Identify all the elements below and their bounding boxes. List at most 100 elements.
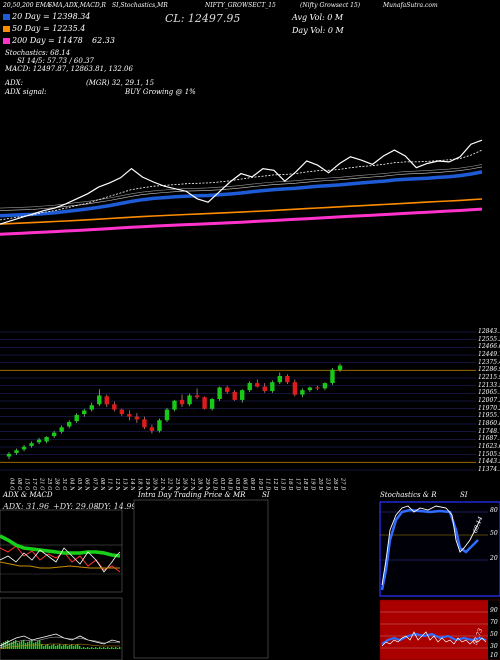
- macd-label: MACD: 12497.87, 12863.81, 132.06: [5, 65, 133, 73]
- macd-bar: [79, 646, 81, 649]
- candle-body: [300, 390, 305, 395]
- candle-body: [232, 391, 237, 400]
- candle-body: [44, 437, 49, 442]
- date-label: 02 Dec: [212, 478, 218, 490]
- rsi-label: SI 14/5: 57.73 / 60.37: [17, 57, 94, 65]
- rsi-scale-50: 50: [490, 631, 498, 638]
- candle-body: [315, 387, 320, 389]
- macd-bar: [95, 647, 97, 649]
- macd-bar: [17, 643, 19, 649]
- macd-bar: [85, 648, 87, 649]
- macd-bar: [67, 646, 69, 649]
- candle-body: [89, 405, 94, 410]
- macd-bar: [57, 645, 59, 649]
- candle-body: [292, 382, 298, 395]
- macd-bar: [73, 646, 75, 649]
- rsi-line-blue: [381, 632, 487, 645]
- macd-zero-line: [0, 643, 120, 650]
- price-level-label: 12215.93: [478, 374, 500, 381]
- price-level-label: 12375.43: [478, 358, 500, 366]
- date-label: 04 Nov: [69, 478, 75, 490]
- date-label: 19 Nov: [144, 478, 150, 490]
- ema20-swatch: [3, 14, 10, 20]
- macd-bar: [35, 642, 37, 649]
- date-label: 04 Oct: [9, 478, 15, 490]
- intraday-title: Intra Day Trading Price & MR: [138, 491, 246, 499]
- close-price-line: [0, 139, 483, 225]
- macd-bar: [47, 644, 49, 649]
- macd-bar: [29, 641, 31, 649]
- candle-body: [119, 409, 125, 415]
- candle-body: [142, 419, 147, 428]
- macd-bar: [15, 640, 17, 649]
- macd-bar: [87, 647, 89, 649]
- adx-values: (MGR) 32, 29.1, 15: [86, 79, 155, 87]
- date-label: 19 Dec: [309, 478, 315, 490]
- macd-bar: [13, 641, 15, 649]
- candle-body: [247, 383, 252, 391]
- candle-body: [6, 453, 12, 457]
- price-level-label: 11955.73: [478, 412, 500, 420]
- price-level-label: 11860.85: [478, 420, 500, 427]
- price-level-label: 11687.1: [478, 435, 500, 443]
- intraday-si: SI: [262, 491, 270, 499]
- macd-bar: [39, 640, 41, 649]
- price-level-label: 11443.55: [478, 458, 500, 466]
- close-label: CL: 12497.95: [165, 12, 241, 25]
- macd-bar: [89, 648, 91, 649]
- macd-bar: [115, 647, 117, 649]
- date-label: 13 Dec: [279, 478, 285, 490]
- macd-bar: [105, 648, 107, 649]
- date-label: 25 Nov: [174, 477, 180, 490]
- header-topline-2: SI,Stochastics,MR: [112, 2, 168, 9]
- price-level-label: 11748.72: [478, 427, 500, 435]
- price-level-label: 12286.94: [478, 366, 500, 374]
- candle-body: [59, 427, 64, 432]
- macd-bar: [27, 642, 29, 649]
- candle-body: [337, 365, 343, 370]
- ema20-label: 20 Day = 12398.34: [12, 12, 91, 21]
- macd-bar: [107, 647, 109, 649]
- macd-bar: [117, 648, 119, 649]
- macd-bar: [71, 644, 73, 649]
- stoch-si: SI: [460, 491, 468, 499]
- macd-bar: [111, 647, 113, 649]
- date-label: 07 Nov: [91, 478, 97, 490]
- price-level-label: 12843.1: [478, 328, 500, 335]
- stoch-panel-frame: [379, 501, 500, 597]
- avg-vol: Avg Vol: 0 M: [292, 13, 344, 22]
- date-label: 17 Dec: [294, 478, 300, 490]
- buy-signal: BUY Growing @ 1%: [125, 88, 196, 96]
- macd-bar: [41, 644, 43, 649]
- macd-bar: [3, 642, 5, 649]
- day-vol: Day Vol: 0 M: [292, 26, 344, 35]
- date-label: 05 Nov: [76, 478, 82, 490]
- date-label: 16 Dec: [287, 478, 293, 490]
- intraday-panel-frame: [133, 499, 269, 659]
- stoch-label: Stochastics: 68.14: [5, 49, 71, 57]
- macd-bar: [77, 644, 79, 649]
- stoch-note: 68.14: [471, 515, 485, 535]
- date-label: 10 Dec: [257, 478, 263, 490]
- price-level-label: 11505.94: [478, 450, 500, 458]
- price-level-label: 11374.1: [478, 466, 500, 473]
- candle-body: [270, 382, 275, 392]
- price-level-label: 12466.6: [478, 343, 500, 351]
- date-label: 31 Oct: [61, 478, 67, 490]
- macd-bar: [61, 646, 63, 649]
- adx-signal-line: [0, 561, 120, 569]
- ema50-line: [0, 170, 483, 218]
- macd-histogram: [1, 640, 121, 649]
- date-label: 29 Nov: [204, 477, 210, 490]
- ema20-line: [0, 149, 483, 221]
- date-label: 28 Nov: [197, 477, 203, 490]
- macd-bar: [25, 643, 27, 649]
- date-label: 26 Dec: [332, 477, 338, 490]
- candle-body: [112, 404, 117, 410]
- header-topline-4: (Nifty Growsect 15): [300, 2, 361, 9]
- date-label: 11 Dec: [264, 478, 270, 490]
- macd-bar: [59, 644, 61, 649]
- stoch-scale-50: 50: [490, 530, 498, 537]
- date-label: 20 Nov: [151, 477, 157, 490]
